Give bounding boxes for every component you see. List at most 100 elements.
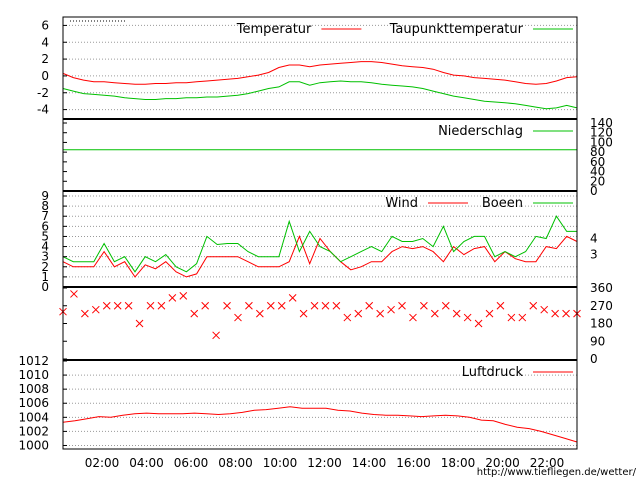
wind_direction-tick-label: 270 [590, 299, 613, 313]
temperature-tick-label: -4 [37, 103, 49, 117]
wind_direction-point [212, 331, 220, 340]
wind_direction-point [474, 319, 483, 328]
x-tick-label: 02:00 [85, 456, 120, 470]
plot-frame [62, 16, 578, 450]
wind-tick-label: 4 [41, 240, 49, 254]
x-tick-label: 14:00 [352, 456, 387, 470]
wind-tick-label: 3 [41, 250, 49, 264]
wind_direction-point [310, 301, 319, 310]
wind_direction-point [255, 309, 264, 318]
precipitation-tick-label: 60 [590, 155, 605, 169]
wind_direction-point [321, 301, 330, 310]
wind_direction-point [518, 313, 527, 322]
x-tick-label: 08:00 [218, 456, 253, 470]
wind-tick-label: 8 [41, 199, 49, 213]
temperature-legend-label: Taupunkttemperatur [389, 22, 524, 37]
wind-series-2-line [62, 215, 577, 273]
wind_direction-tick-label: 90 [590, 334, 605, 348]
grid-layer [63, 24, 577, 446]
wind_direction-point [485, 309, 494, 318]
temperature-tick-label: 6 [41, 18, 49, 32]
wind_direction-point [332, 301, 341, 310]
wind-tick-label: 0 [41, 280, 49, 294]
precipitation-tick-label: 40 [590, 165, 605, 179]
wind_direction-point [266, 301, 275, 310]
precipitation-tick-label: 20 [590, 174, 605, 188]
wind_direction-point [102, 301, 111, 310]
wind-tick-label: 1 [41, 270, 49, 284]
temperature-tick-label: 2 [41, 52, 49, 66]
wind_direction-point [91, 305, 100, 314]
precipitation-tick-label: 140 [590, 116, 613, 130]
temperature-legend-label: Temperatur [236, 22, 312, 37]
temperature-series-1-line [62, 61, 578, 85]
pressure-tick-label: 1008 [18, 382, 49, 396]
wind_direction-point [452, 309, 461, 318]
wind-series-1-line [62, 235, 578, 278]
series-layer [59, 61, 581, 443]
wind_direction-point [420, 301, 428, 310]
wind-right-label: 3 [590, 248, 598, 262]
wind_direction-point [551, 309, 559, 318]
wind_direction-point [463, 313, 472, 322]
wind-right-label: 4 [590, 232, 598, 246]
x-tick-label: 22:00 [530, 456, 565, 470]
label-layer: http://www.tiefliegen.de/wetter/ -4 -2 0 2 4… [18, 18, 636, 478]
precipitation-legend-label: Niederschlag [438, 124, 523, 139]
wind-legend-label: Boeen [482, 196, 523, 211]
wind_direction-point [507, 313, 516, 322]
x-tick-label: 20:00 [485, 456, 520, 470]
wind_direction-point [234, 313, 242, 322]
wind_direction-point [343, 313, 352, 322]
wind_direction-point [168, 294, 177, 302]
wind_direction-tick-label: 0 [590, 352, 598, 366]
pressure-tick-label: 1004 [18, 410, 49, 424]
x-tick-label: 04:00 [129, 456, 164, 470]
wind_direction-point [540, 305, 549, 314]
wind_direction-point [496, 301, 505, 310]
wind_direction-point [529, 301, 538, 310]
x-tick-label: 16:00 [396, 456, 431, 470]
wind_direction-point [277, 301, 286, 310]
pressure-tick-label: 1006 [18, 396, 49, 410]
pressure-series-1-line [62, 406, 578, 443]
wind_direction-point [190, 309, 199, 318]
pressure-legend-label: Luftdruck [462, 365, 524, 380]
pressure-tick-label: 1002 [18, 424, 49, 438]
pressure-tick-label: 1012 [18, 354, 49, 368]
x-tick-label: 10:00 [263, 456, 298, 470]
wind_direction-point [409, 313, 417, 322]
x-tick-label: 18:00 [441, 456, 476, 470]
wind_direction-point [223, 301, 231, 310]
temperature-tick-label: -2 [37, 86, 49, 100]
wind_direction-point [365, 301, 374, 310]
wind_direction-point [113, 301, 122, 310]
wind_direction-point [70, 290, 78, 298]
wind_direction-point [562, 309, 570, 318]
pressure-tick-label: 1010 [18, 368, 49, 382]
wind_direction-point [201, 301, 210, 310]
precipitation-tick-label: 120 [590, 126, 613, 140]
x-tick-label: 12:00 [307, 456, 342, 470]
wind-tick-label: 5 [41, 229, 49, 243]
frame-layer [62, 16, 578, 450]
wind_direction-point [179, 292, 188, 300]
wind_direction-point [157, 301, 166, 310]
wind_direction-point [124, 301, 133, 310]
wind-tick-label: 6 [41, 219, 49, 233]
wind_direction-point [299, 309, 308, 318]
temperature-tick-label: 4 [41, 35, 49, 49]
wind-tick-label: 9 [41, 189, 49, 203]
precipitation-tick-label: 0 [590, 184, 598, 198]
wind_direction-tick-label: 180 [590, 317, 613, 331]
wind_direction-point [135, 319, 144, 328]
wind-tick-label: 2 [41, 260, 49, 274]
wind_direction-point [398, 301, 406, 310]
wind_direction-point [146, 301, 155, 310]
wind_direction-point [376, 309, 385, 318]
temperature-series-2-line [62, 80, 578, 110]
wind_direction-point [81, 309, 89, 318]
precipitation-tick-label: 100 [590, 135, 613, 149]
precipitation-tick-label: 80 [590, 145, 605, 159]
